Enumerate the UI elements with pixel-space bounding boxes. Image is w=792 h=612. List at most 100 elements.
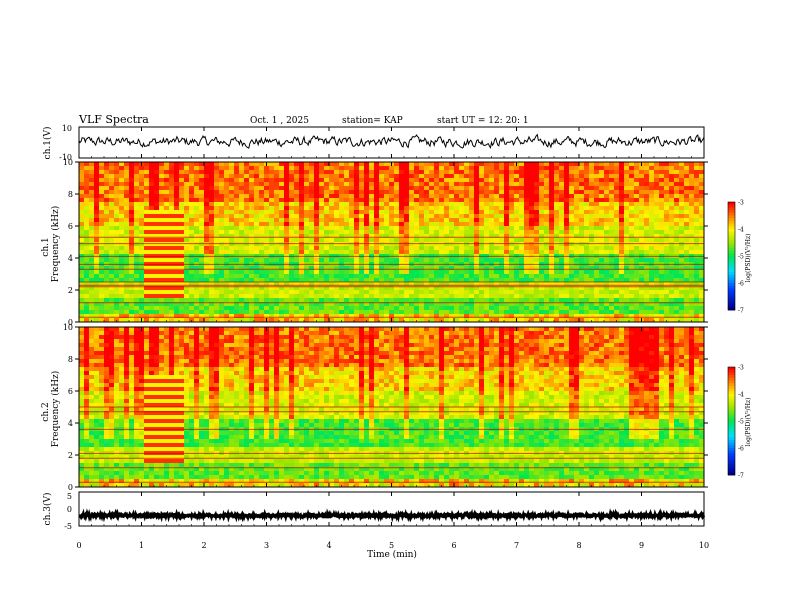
spectrogram-cell bbox=[264, 258, 270, 263]
spectrogram-cell bbox=[454, 178, 460, 183]
spectrogram-cell bbox=[109, 250, 115, 255]
spectrogram-cell bbox=[269, 250, 275, 255]
spectrogram-cell bbox=[644, 298, 650, 303]
spectrogram-cell bbox=[414, 310, 420, 315]
spectrogram-cell bbox=[599, 290, 605, 295]
spectrogram-cell bbox=[154, 302, 160, 307]
spectrogram-cell bbox=[444, 318, 450, 323]
spectrogram-cell bbox=[659, 162, 665, 167]
spectrogram-cell bbox=[459, 206, 465, 211]
spectrogram-cell bbox=[109, 302, 115, 307]
spectrogram-cell bbox=[659, 318, 665, 323]
spectrogram-cell bbox=[694, 246, 700, 251]
spectrogram-cell bbox=[209, 214, 215, 219]
spectrogram-cell bbox=[389, 190, 395, 195]
spectrogram-cell bbox=[234, 258, 240, 263]
spectrogram-cell bbox=[634, 230, 640, 235]
spectrogram-cell bbox=[694, 190, 700, 195]
spectrogram-cell bbox=[489, 306, 495, 311]
spectrogram-cell bbox=[124, 170, 130, 175]
spectrogram-cell bbox=[654, 214, 660, 219]
spectrogram-cell bbox=[484, 166, 490, 171]
spectrogram-cell bbox=[184, 310, 190, 315]
spectrogram-cell bbox=[399, 234, 405, 239]
spectrogram-cell bbox=[314, 218, 320, 223]
spectrogram-cell bbox=[99, 246, 105, 251]
spectrogram-cell bbox=[664, 202, 670, 207]
spectrogram-cell bbox=[569, 178, 575, 183]
spectrogram-cell bbox=[369, 250, 375, 255]
spectrogram-cell bbox=[404, 294, 410, 299]
spectrogram-cell bbox=[479, 214, 485, 219]
spectrogram-cell bbox=[99, 186, 105, 191]
spectrogram-cell bbox=[129, 190, 135, 195]
spectrogram-cell bbox=[569, 250, 575, 255]
spectrogram-cell bbox=[279, 302, 285, 307]
spectrogram-cell bbox=[374, 310, 380, 315]
spectrogram-cell bbox=[604, 174, 610, 179]
spectrogram-cell bbox=[399, 250, 405, 255]
spectrogram-cell bbox=[314, 294, 320, 299]
spectrogram-cell bbox=[374, 286, 380, 291]
spectrogram-cell bbox=[479, 226, 485, 231]
spectrogram-cell bbox=[574, 246, 580, 251]
spectrogram-cell bbox=[644, 238, 650, 243]
spectrogram-cell bbox=[149, 242, 155, 247]
spectrogram-cell bbox=[694, 274, 700, 279]
spectrogram-cell bbox=[539, 298, 545, 303]
spectrogram-cell bbox=[689, 202, 695, 207]
spectrogram-cell bbox=[199, 290, 205, 295]
spectrogram-cell bbox=[544, 218, 550, 223]
spectrogram-cell bbox=[269, 166, 275, 171]
spectrogram-cell bbox=[679, 190, 685, 195]
spectrogram-cell bbox=[464, 162, 470, 167]
spectrogram-cell bbox=[499, 226, 505, 231]
spectrogram-cell bbox=[349, 166, 355, 171]
spectrogram-cell bbox=[144, 266, 150, 271]
spectrogram-cell bbox=[79, 306, 85, 311]
spectrogram-cell bbox=[404, 218, 410, 223]
spectrogram-cell bbox=[669, 258, 675, 263]
spectrogram-cell bbox=[334, 210, 340, 215]
spectrogram-cell bbox=[379, 162, 385, 167]
spectrogram-cell bbox=[369, 222, 375, 227]
spectrogram-cell bbox=[294, 270, 300, 275]
spectrogram-cell bbox=[424, 210, 430, 215]
spectrogram-cell bbox=[269, 270, 275, 275]
spectrogram-cell bbox=[179, 206, 185, 211]
spectrogram-cell bbox=[579, 230, 585, 235]
spectrogram-cell bbox=[524, 306, 530, 311]
spectrogram-cell bbox=[289, 166, 295, 171]
spectrogram-cell bbox=[164, 290, 170, 295]
spectrogram-cell bbox=[244, 242, 250, 247]
spectrogram-cell bbox=[534, 286, 540, 291]
spectrogram-cell bbox=[304, 206, 310, 211]
spectrogram-cell bbox=[254, 250, 260, 255]
spectrogram-cell bbox=[89, 258, 95, 263]
spectrogram-cell bbox=[114, 294, 120, 299]
spectrogram-cell bbox=[664, 210, 670, 215]
spectrogram-cell bbox=[614, 294, 620, 299]
spectrogram-cell bbox=[569, 318, 575, 323]
spectrogram-cell bbox=[374, 318, 380, 323]
spectrogram-cell bbox=[569, 214, 575, 219]
spectrogram-cell bbox=[374, 198, 380, 203]
spectrogram-cell bbox=[629, 166, 635, 171]
spectrogram-cell bbox=[259, 302, 265, 307]
spectrogram-cell bbox=[589, 166, 595, 171]
spectrogram-cell bbox=[664, 302, 670, 307]
spectrogram-cell bbox=[279, 250, 285, 255]
spectrogram-cell bbox=[639, 246, 645, 251]
spectrogram-cell bbox=[584, 162, 590, 167]
spectrogram-cell bbox=[289, 306, 295, 311]
spectrogram-cell bbox=[299, 294, 305, 299]
spectrogram-cell bbox=[474, 186, 480, 191]
spectrogram-cell bbox=[369, 290, 375, 295]
spectrogram-cell bbox=[149, 246, 155, 251]
spectrogram-cell bbox=[254, 310, 260, 315]
spectrogram-cell bbox=[374, 294, 380, 299]
spectrogram-cell bbox=[234, 214, 240, 219]
spectrogram-cell bbox=[439, 282, 445, 287]
spectrogram-cell bbox=[119, 294, 125, 299]
